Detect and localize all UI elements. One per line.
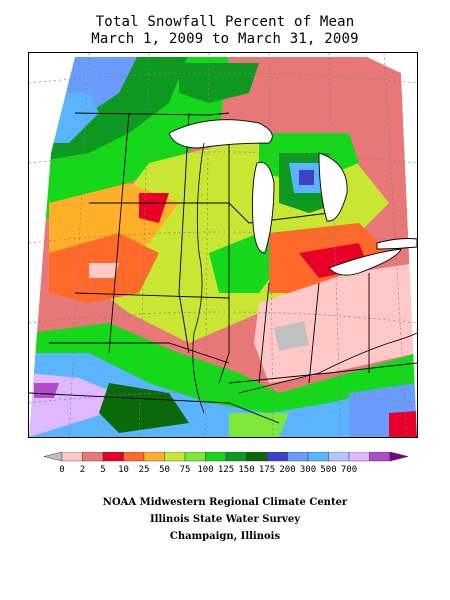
- legend-tick-label: 200: [279, 465, 295, 475]
- legend-tick-label: 5: [100, 465, 105, 475]
- legend-tick-label: 50: [159, 465, 170, 475]
- map-panel: [28, 52, 418, 438]
- map-title: Total Snowfall Percent of Mean: [95, 14, 355, 30]
- legend-swatch: [266, 451, 288, 462]
- snowfall-shading: [29, 57, 417, 437]
- legend-swatch: [102, 451, 124, 462]
- state-boundaries: [29, 112, 417, 424]
- color-legend: 0 2 5 10 25 50 75 100 125 150 175 200 300 500 700: [43, 451, 409, 482]
- legend-arrow-low: [43, 451, 63, 462]
- legend-arrow-high: [389, 451, 409, 462]
- credit-survey: Illinois State Water Survey: [149, 514, 301, 525]
- legend-swatch: [369, 451, 391, 462]
- legend-tick-label: 175: [259, 465, 275, 475]
- legend-tick-label: 125: [218, 465, 234, 475]
- legend-tick-label: 75: [180, 465, 191, 475]
- legend-tick-label: 700: [341, 465, 357, 475]
- legend-swatch: [82, 451, 104, 462]
- map-date-range: March 1, 2009 to March 31, 2009: [91, 31, 359, 47]
- legend-tick-label: 500: [320, 465, 336, 475]
- legend-tick-label: 150: [238, 465, 254, 475]
- legend-swatch: [287, 451, 309, 462]
- graticule: [29, 53, 417, 437]
- legend-swatch: [123, 451, 145, 462]
- legend-swatch: [205, 451, 227, 462]
- credit-location: Champaign, Illinois: [169, 531, 281, 542]
- legend-scale: 0 2 5 10 25 50 75 100 125 150 175 200 300 500 700: [43, 451, 409, 475]
- legend-swatch: [61, 451, 83, 462]
- credit-organization: NOAA Midwestern Regional Climate Center: [102, 497, 348, 508]
- snowfall-map: [29, 53, 417, 437]
- legend-swatch: [328, 451, 350, 462]
- legend-swatch: [184, 451, 206, 462]
- legend-swatch: [225, 451, 247, 462]
- legend-tick-label: 300: [300, 465, 316, 475]
- legend-tick-label: 10: [118, 465, 129, 475]
- legend-tick-label: 100: [197, 465, 213, 475]
- legend-tick-label: 25: [139, 465, 150, 475]
- legend-swatch: [143, 451, 165, 462]
- legend-swatch: [246, 451, 268, 462]
- legend-swatch: [164, 451, 186, 462]
- legend-swatch: [307, 451, 329, 462]
- legend-swatch: [348, 451, 370, 462]
- legend-tick-label: 2: [80, 465, 85, 475]
- legend-tick-label: 0: [59, 465, 64, 475]
